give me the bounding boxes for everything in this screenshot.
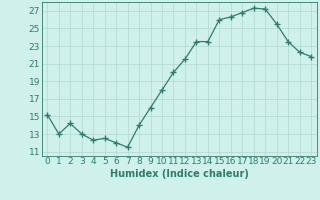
X-axis label: Humidex (Indice chaleur): Humidex (Indice chaleur)	[110, 169, 249, 179]
